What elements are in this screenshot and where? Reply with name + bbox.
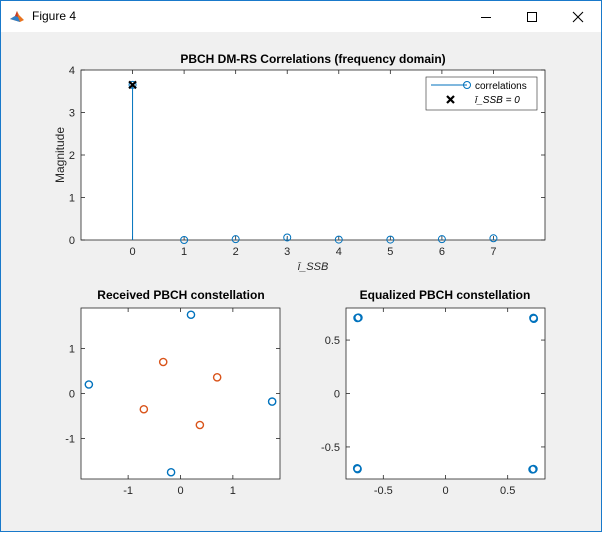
minimize-icon xyxy=(481,16,491,18)
y-tick-label: 2 xyxy=(69,150,75,162)
constellation-point xyxy=(166,467,176,477)
y-tick-label: 0 xyxy=(334,389,340,401)
y-tick-label: 1 xyxy=(69,344,75,356)
x-tick-label: 0 xyxy=(177,485,183,497)
x-tick-label: 0 xyxy=(129,246,135,258)
constellation-point xyxy=(84,380,94,389)
y-tick-label: -0.5 xyxy=(321,442,340,454)
tick-labels: 0 1 2 3 4 5 6 7 0 1 2 3 4 xyxy=(69,65,545,258)
legend-box xyxy=(425,76,538,111)
y-tick-label: -1 xyxy=(65,434,75,446)
tick-labels: -1 0 1 -1 0 1 xyxy=(65,308,280,497)
x-tick-label: 4 xyxy=(336,246,342,258)
constellation-point xyxy=(195,420,205,430)
stem-marker xyxy=(283,233,292,242)
tick-labels: -0.5 0 0.5 -0.5 0 0.5 xyxy=(321,308,545,497)
x-tick-label: 1 xyxy=(181,246,187,258)
x-tick-label: 0.5 xyxy=(500,485,515,497)
legend-marker-issb xyxy=(446,95,455,104)
constellation-point xyxy=(158,357,168,367)
y-tick-label: 0.5 xyxy=(325,335,340,347)
maximize-icon xyxy=(527,11,537,22)
legend[interactable]: correlations ī_SSB = 0 xyxy=(425,76,538,111)
x-tick-label: 7 xyxy=(490,246,496,258)
stem-marker xyxy=(437,235,446,244)
y-tick-label: 4 xyxy=(69,65,75,77)
x-tick-label: -1 xyxy=(123,485,133,497)
y-tick-label: 0 xyxy=(69,235,75,247)
close-icon xyxy=(572,11,584,22)
constellation-point xyxy=(267,397,277,406)
constellation-point xyxy=(212,372,222,382)
x-tick-label: 0 xyxy=(442,485,448,497)
y-axis-label: Magnitude xyxy=(53,127,67,183)
x-tick-label: 2 xyxy=(233,246,239,258)
x-tick-label: 5 xyxy=(387,246,393,258)
plot-axes-box xyxy=(80,307,281,480)
plot-area: PBCH DM-RS Correlations (frequency domai… xyxy=(1,32,601,531)
chart-title: Received PBCH constellation xyxy=(97,288,264,302)
stem-marks xyxy=(128,80,498,244)
figure-canvas: PBCH DM-RS Correlations (frequency domai… xyxy=(53,52,546,497)
constellation-point xyxy=(139,404,149,414)
matlab-figure-icon xyxy=(10,11,24,22)
stem-marker xyxy=(334,235,343,244)
y-tick-label: 3 xyxy=(69,108,75,120)
y-tick-label: 1 xyxy=(69,193,75,205)
constellation-point xyxy=(352,464,362,473)
equalized-constellation-plot[interactable]: Equalized PBCH constellation -0.5 0 0.5-0.… xyxy=(321,288,546,497)
issb-cross-marker xyxy=(128,80,137,90)
constellation-point xyxy=(528,465,537,474)
chart-title: Equalized PBCH constellation xyxy=(360,288,531,302)
plot-axes-box xyxy=(345,307,546,480)
x-axis-label: ī_SSB xyxy=(298,261,329,273)
constellation-point xyxy=(186,310,196,320)
x-tick-label: 6 xyxy=(439,246,445,258)
close-button[interactable] xyxy=(555,1,601,32)
title-bar[interactable]: Figure 4 xyxy=(1,1,601,32)
stem-marker xyxy=(489,234,498,243)
received-constellation-plot[interactable]: Received PBCH constellation -1 0 1 -1 0 1 xyxy=(65,288,281,497)
chart-title: PBCH DM-RS Correlations (frequency domai… xyxy=(180,52,445,66)
scatter-marks xyxy=(84,310,277,477)
minimize-button[interactable] xyxy=(463,1,509,32)
y-tick-label: 0 xyxy=(69,389,75,401)
correlation-plot[interactable]: PBCH DM-RS Correlations (frequency domai… xyxy=(53,52,546,273)
stem-marker xyxy=(180,236,189,244)
legend-entry-issb: ī_SSB = 0 xyxy=(475,95,520,106)
legend-entry-correlations: correlations xyxy=(475,81,527,92)
x-tick-label: -0.5 xyxy=(374,485,393,497)
x-tick-label: 1 xyxy=(230,485,236,497)
x-tick-label: 3 xyxy=(284,246,290,258)
constellation-point xyxy=(354,313,363,322)
maximize-button[interactable] xyxy=(509,1,555,32)
legend-marker-correlations xyxy=(463,81,471,89)
scatter-marks xyxy=(352,313,539,474)
stem-marker xyxy=(386,235,395,244)
constellation-point xyxy=(529,314,539,323)
stem-marker xyxy=(231,235,240,244)
stem-marker xyxy=(128,80,137,89)
window-title: Figure 4 xyxy=(32,9,77,23)
